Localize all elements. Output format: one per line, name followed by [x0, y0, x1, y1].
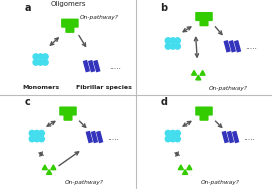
FancyBboxPatch shape	[204, 12, 213, 21]
Circle shape	[29, 130, 35, 136]
Circle shape	[34, 136, 40, 142]
Circle shape	[170, 38, 176, 43]
Circle shape	[175, 38, 180, 43]
FancyBboxPatch shape	[68, 106, 77, 116]
Polygon shape	[183, 170, 188, 174]
Circle shape	[33, 60, 39, 65]
FancyBboxPatch shape	[63, 112, 73, 121]
Circle shape	[33, 54, 39, 60]
Circle shape	[39, 136, 44, 142]
FancyBboxPatch shape	[232, 131, 239, 143]
FancyBboxPatch shape	[59, 106, 68, 116]
FancyBboxPatch shape	[199, 112, 209, 121]
Text: On-pathway?: On-pathway?	[65, 180, 104, 185]
Circle shape	[34, 130, 40, 136]
Text: .....: .....	[107, 132, 119, 142]
Text: .....: .....	[109, 62, 120, 71]
FancyBboxPatch shape	[96, 131, 103, 143]
Circle shape	[39, 130, 44, 136]
Text: a: a	[24, 3, 31, 13]
Circle shape	[38, 54, 44, 60]
Circle shape	[170, 136, 176, 142]
FancyBboxPatch shape	[91, 131, 98, 143]
Polygon shape	[187, 165, 192, 170]
Text: On-pathway?: On-pathway?	[209, 86, 248, 91]
FancyBboxPatch shape	[227, 131, 234, 143]
Text: .....: .....	[243, 132, 255, 142]
Polygon shape	[51, 165, 56, 170]
FancyBboxPatch shape	[195, 12, 204, 21]
Text: c: c	[24, 97, 30, 107]
FancyBboxPatch shape	[234, 40, 241, 53]
Text: .....: .....	[245, 42, 256, 51]
Polygon shape	[178, 165, 183, 170]
Text: Monomers: Monomers	[23, 85, 60, 90]
FancyBboxPatch shape	[224, 40, 231, 53]
FancyBboxPatch shape	[70, 19, 79, 28]
FancyBboxPatch shape	[222, 131, 229, 143]
FancyBboxPatch shape	[86, 131, 93, 143]
Circle shape	[170, 43, 176, 49]
Circle shape	[165, 136, 171, 142]
FancyBboxPatch shape	[83, 60, 90, 72]
FancyBboxPatch shape	[61, 19, 70, 28]
Circle shape	[42, 60, 48, 65]
Circle shape	[175, 130, 180, 136]
FancyBboxPatch shape	[199, 17, 209, 26]
Circle shape	[38, 60, 44, 65]
Text: d: d	[160, 97, 168, 107]
FancyBboxPatch shape	[93, 60, 100, 72]
Polygon shape	[47, 170, 52, 174]
Text: On-pathway?: On-pathway?	[79, 15, 118, 19]
FancyBboxPatch shape	[229, 40, 236, 53]
Circle shape	[175, 43, 180, 49]
Circle shape	[165, 38, 171, 43]
FancyBboxPatch shape	[65, 24, 75, 33]
Text: Oligomers: Oligomers	[50, 1, 86, 7]
Text: b: b	[160, 3, 168, 13]
Polygon shape	[42, 165, 47, 170]
Circle shape	[175, 136, 180, 142]
Circle shape	[29, 136, 35, 142]
Text: Fibrillar species: Fibrillar species	[76, 85, 131, 90]
Circle shape	[165, 43, 171, 49]
Circle shape	[42, 54, 48, 60]
Polygon shape	[191, 70, 197, 75]
Text: On-pathway?: On-pathway?	[201, 180, 240, 185]
FancyBboxPatch shape	[88, 60, 95, 72]
Polygon shape	[196, 75, 201, 80]
Circle shape	[165, 130, 171, 136]
Polygon shape	[200, 70, 205, 75]
FancyBboxPatch shape	[204, 106, 213, 116]
FancyBboxPatch shape	[195, 106, 204, 116]
Circle shape	[170, 130, 176, 136]
